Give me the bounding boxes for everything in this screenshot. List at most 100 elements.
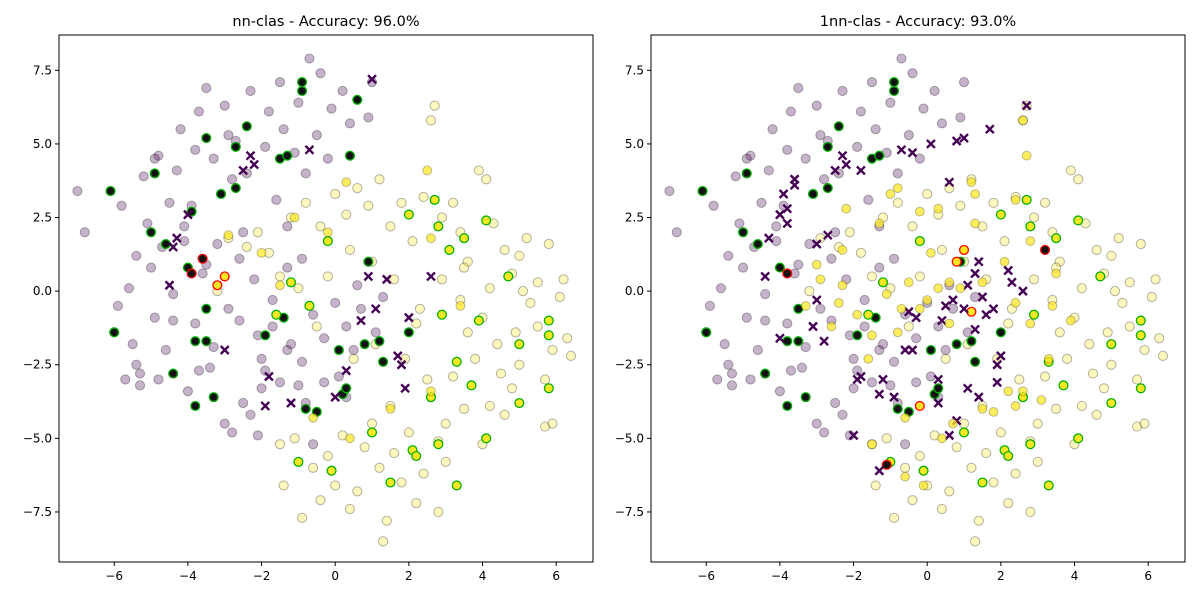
test-point <box>293 456 304 467</box>
x-point <box>933 398 944 408</box>
test-point <box>1043 480 1054 491</box>
test-point <box>378 356 389 367</box>
train-point <box>484 283 495 294</box>
test-point <box>958 427 970 438</box>
train-point <box>396 197 407 208</box>
predicted-point <box>874 218 885 229</box>
test-point <box>782 268 793 279</box>
x-point <box>856 371 866 382</box>
test-point <box>1040 244 1051 255</box>
train-point <box>411 498 422 509</box>
train-point <box>540 374 551 385</box>
test-point <box>241 121 252 132</box>
test-point <box>741 168 752 179</box>
train-point <box>440 456 451 467</box>
train-point <box>296 253 308 264</box>
train-point <box>763 165 774 176</box>
x-point <box>988 303 999 314</box>
test-point <box>481 215 492 226</box>
predicted-point <box>800 300 811 311</box>
train-point <box>429 100 440 111</box>
predicted-point <box>900 412 911 423</box>
test-point <box>333 344 344 356</box>
predicted-point <box>345 433 355 444</box>
x-point <box>911 312 922 323</box>
x-point <box>819 336 829 347</box>
train-point <box>370 327 381 338</box>
test-point <box>807 188 819 200</box>
train-point <box>296 356 308 367</box>
train-point <box>940 344 951 356</box>
predicted-point <box>837 280 848 291</box>
train-point <box>885 380 896 391</box>
x-tick-label: −6 <box>105 569 123 583</box>
test-point <box>285 277 297 288</box>
x-point <box>1003 265 1014 276</box>
y-tick-label: −5.0 <box>23 431 52 445</box>
x-point <box>973 256 984 267</box>
y-tick-label: 7.5 <box>33 63 52 77</box>
x-point <box>811 239 822 249</box>
x-point <box>1007 277 1017 288</box>
x-point <box>962 383 973 394</box>
test-point <box>833 121 844 132</box>
train-point <box>296 512 308 523</box>
test-point <box>344 150 355 161</box>
predicted-point <box>900 471 911 482</box>
train-point <box>1054 256 1065 267</box>
train-point <box>278 124 289 135</box>
train-point <box>940 353 951 364</box>
train-point <box>326 103 337 114</box>
test-point <box>212 280 223 291</box>
train-point <box>815 130 826 141</box>
train-point <box>319 377 330 388</box>
train-point <box>885 97 896 108</box>
x-point <box>907 345 918 355</box>
train-point <box>470 353 481 364</box>
x-point <box>944 430 955 441</box>
train-point <box>756 197 767 208</box>
test-point <box>105 185 116 197</box>
train-point <box>888 356 900 367</box>
train-point <box>712 374 723 385</box>
train-point <box>168 288 179 300</box>
train-point <box>1014 374 1025 385</box>
train-point <box>730 171 741 182</box>
train-point <box>208 341 219 353</box>
test-point <box>403 209 414 220</box>
x-point <box>874 465 885 476</box>
predicted-point <box>1003 386 1014 397</box>
train-point <box>293 97 304 108</box>
train-point <box>256 383 267 394</box>
test-point <box>1106 339 1117 350</box>
test-point <box>822 141 833 152</box>
test-point <box>793 336 804 347</box>
test-point <box>951 256 962 267</box>
train-point <box>447 197 459 208</box>
test-point <box>1021 194 1032 205</box>
predicted-point <box>918 480 929 491</box>
train-point <box>955 112 966 123</box>
predicted-point <box>308 412 319 423</box>
train-point <box>179 221 190 232</box>
test-point <box>1106 397 1117 409</box>
train-point <box>774 386 785 397</box>
train-point <box>271 194 282 205</box>
train-point <box>540 421 551 432</box>
train-point <box>741 312 752 323</box>
x-point <box>848 430 859 441</box>
train-point <box>922 188 933 200</box>
train-point <box>782 144 793 155</box>
train-point <box>1132 374 1143 385</box>
predicted-point <box>1036 395 1047 405</box>
train-point <box>877 339 889 350</box>
train-point <box>418 468 429 479</box>
test-point <box>760 368 771 379</box>
train-point <box>352 280 363 291</box>
train-point <box>197 268 208 279</box>
predicted-point <box>289 212 300 223</box>
train-point <box>848 353 859 364</box>
train-point <box>267 294 278 306</box>
test-point <box>914 400 925 412</box>
x-point <box>760 271 771 282</box>
